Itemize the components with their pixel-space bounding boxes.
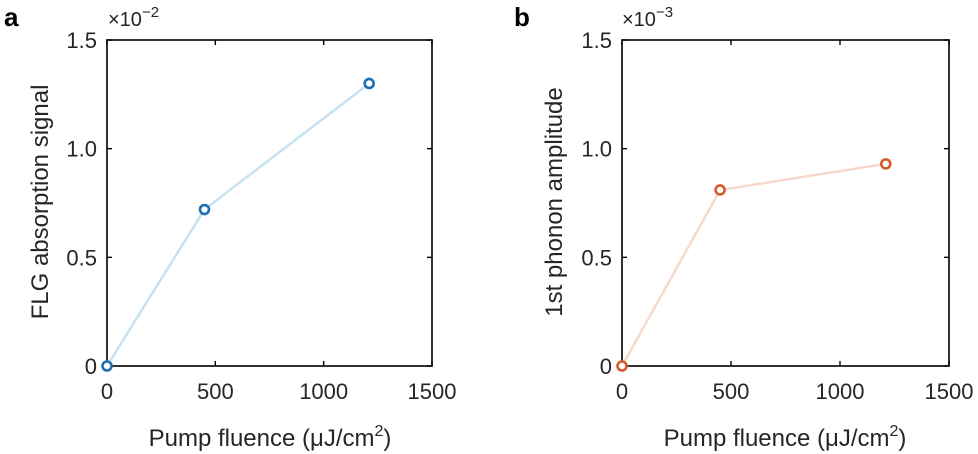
y-tick-label-a: 1.0 — [66, 137, 97, 162]
x-axis-label-a: Pump fluence (μJ/cm2) — [149, 423, 392, 452]
data-point-a — [101, 360, 113, 372]
panel-label-a: a — [4, 2, 19, 32]
y-tick-label-b: 0 — [600, 354, 612, 379]
y-axis-label-a: FLG absorption signal — [27, 85, 54, 320]
panel-label-b: b — [514, 2, 530, 32]
x-tick-label-b: 0 — [616, 379, 628, 404]
x-tick-label-a: 1000 — [299, 379, 348, 404]
y-multiplier-b: ×10−3 — [622, 4, 673, 31]
y-tick-label-b: 1.5 — [581, 28, 612, 53]
data-point-a — [198, 203, 211, 216]
panel-a: a ×10−2 FLG absorption signal Pump fluen… — [4, 2, 456, 452]
x-tick-label-a: 0 — [101, 379, 113, 404]
series-line-a — [105, 82, 370, 367]
y-multiplier-a: ×10−2 — [108, 4, 159, 31]
data-point-b — [616, 360, 628, 372]
y-tick-label-a: 1.5 — [66, 28, 97, 53]
plot-frame-b — [621, 39, 950, 367]
series-line-b — [620, 162, 886, 367]
y-tick-label-a: 0 — [85, 354, 97, 379]
data-point-b — [714, 184, 726, 196]
x-axis-label-b: Pump fluence (μJ/cm2) — [664, 423, 907, 452]
x-tick-label-a: 1500 — [408, 379, 457, 404]
data-point-b — [879, 158, 892, 170]
x-tick-label-b: 1500 — [925, 379, 974, 404]
panel-b: b ×10−3 1st phonon amplitude Pump fluenc… — [514, 2, 973, 452]
x-tick-label-a: 500 — [197, 379, 234, 404]
x-tick-label-b: 500 — [713, 379, 750, 404]
y-axis-label-b: 1st phonon amplitude — [541, 87, 568, 317]
y-tick-label-a: 0.5 — [66, 245, 97, 270]
y-tick-label-b: 0.5 — [581, 245, 612, 270]
plot-frame-a — [106, 39, 433, 367]
data-point-a — [363, 77, 375, 90]
y-tick-label-b: 1.0 — [581, 137, 612, 162]
x-tick-label-b: 1000 — [816, 379, 865, 404]
